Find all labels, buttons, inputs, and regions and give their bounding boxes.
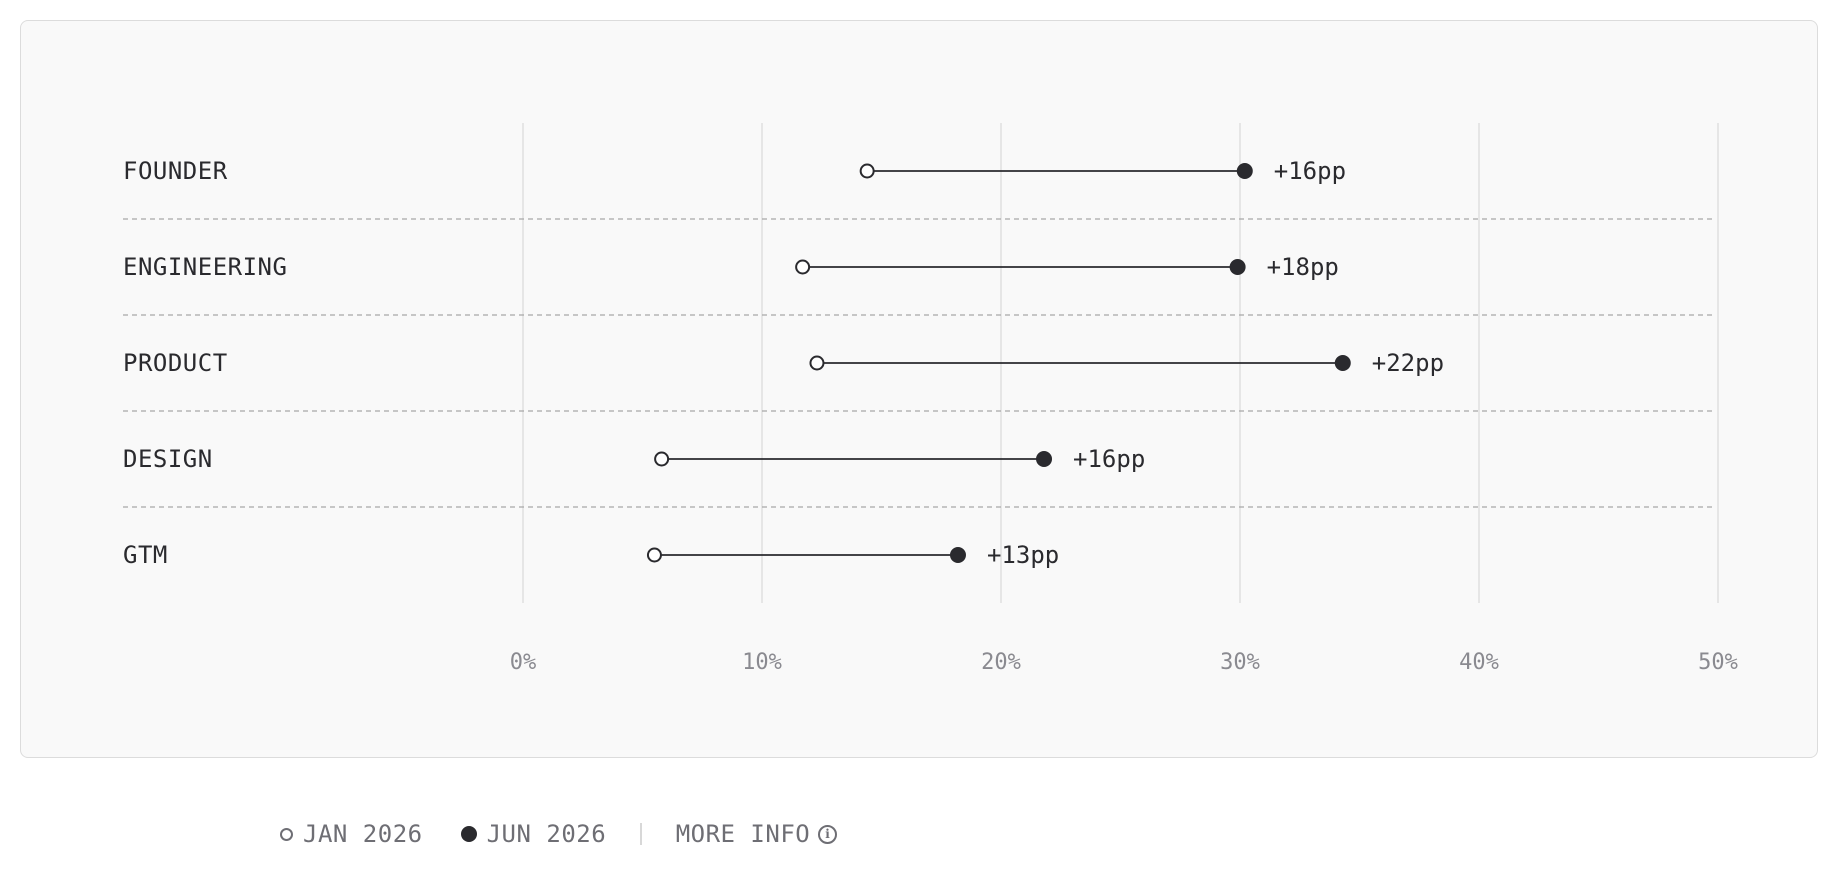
filled-circle-icon bbox=[460, 826, 477, 842]
x-tick-label: 10% bbox=[742, 650, 782, 675]
x-tick-label: 0% bbox=[510, 650, 537, 675]
x-tick-label: 50% bbox=[1698, 650, 1738, 675]
category-label: GTM bbox=[123, 541, 168, 569]
jun-point bbox=[1334, 355, 1351, 371]
delta-label: +13pp bbox=[987, 541, 1059, 569]
delta-label: +22pp bbox=[1372, 349, 1444, 377]
jun-point bbox=[1236, 163, 1253, 179]
jun-point bbox=[949, 547, 966, 563]
open-circle-icon bbox=[280, 827, 293, 841]
legend-label-jan: JAN 2026 bbox=[303, 820, 423, 848]
more-info-label: MORE INFO bbox=[675, 820, 811, 848]
legend-divider bbox=[640, 823, 642, 845]
more-info-button[interactable]: MORE INFO i bbox=[676, 820, 838, 848]
category-label: DESIGN bbox=[123, 445, 213, 473]
category-label: FOUNDER bbox=[123, 157, 228, 185]
x-tick-label: 40% bbox=[1459, 650, 1499, 675]
legend: JAN 2026 JUN 2026 MORE INFO i bbox=[280, 820, 838, 848]
jan-point bbox=[654, 451, 670, 467]
delta-label: +18pp bbox=[1267, 253, 1339, 281]
x-tick-label: 20% bbox=[981, 650, 1021, 675]
x-tick-label: 30% bbox=[1220, 650, 1260, 675]
dumbbell-chart: 0% 10% 20% 30% 40% 50% FOUNDER +16pp ENGINEERING… bbox=[123, 123, 1738, 675]
jan-point bbox=[859, 163, 875, 179]
delta-label: +16pp bbox=[1073, 445, 1145, 473]
info-icon: i bbox=[818, 824, 838, 844]
category-label: ENGINEERING bbox=[123, 253, 287, 281]
jan-point bbox=[809, 355, 825, 371]
category-label: PRODUCT bbox=[123, 349, 228, 377]
jan-point bbox=[795, 259, 811, 275]
legend-item-jun[interactable]: JUN 2026 bbox=[460, 820, 607, 848]
jun-point bbox=[1036, 451, 1053, 467]
delta-label: +16pp bbox=[1274, 157, 1346, 185]
jun-point bbox=[1229, 259, 1246, 275]
legend-item-jan[interactable]: JAN 2026 bbox=[280, 820, 423, 848]
jan-point bbox=[646, 547, 662, 563]
chart-card: 0% 10% 20% 30% 40% 50% FOUNDER +16pp ENGINEERING… bbox=[20, 20, 1818, 758]
legend-label-jun: JUN 2026 bbox=[486, 820, 607, 848]
